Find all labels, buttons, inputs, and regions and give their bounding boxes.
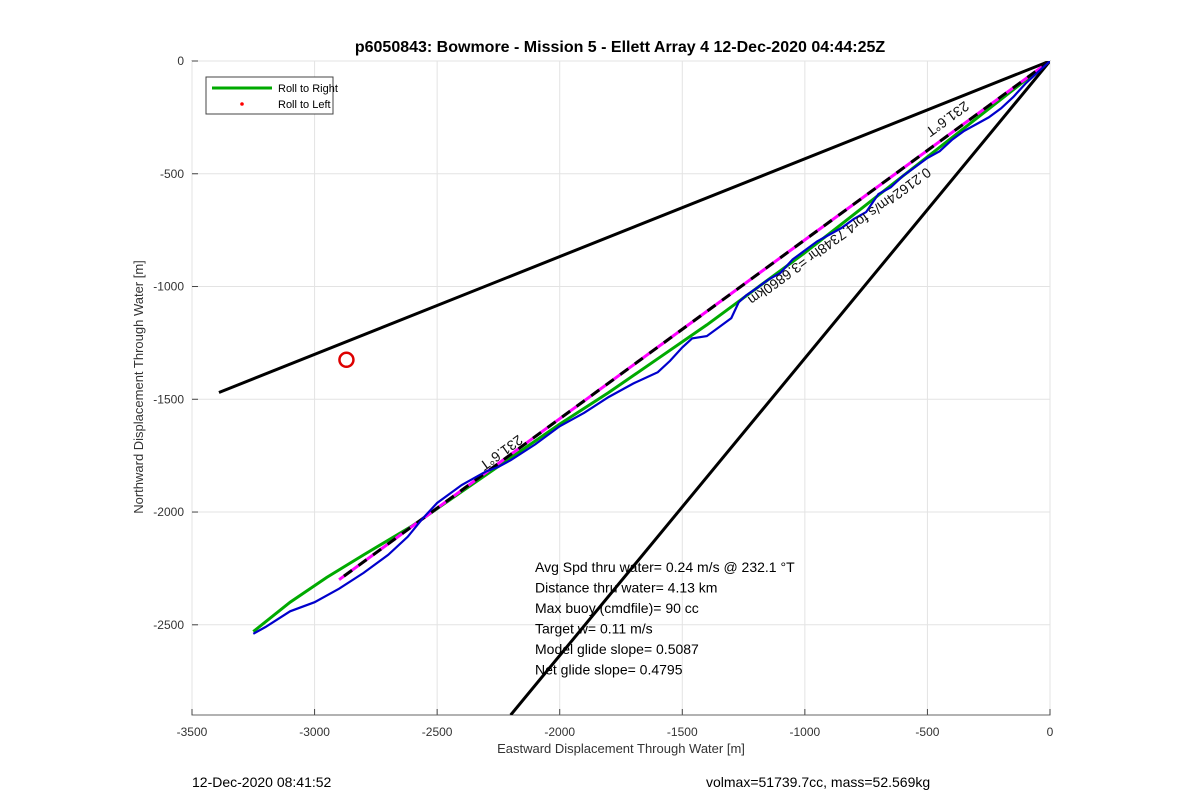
x-tick-label: -1000 [790,725,821,739]
y-tick-label: 0 [177,54,184,68]
cone-line [218,61,1050,394]
x-tick-label: 0 [1047,725,1054,739]
plot-clipped-group [218,61,1050,715]
legend-swatch-dot [240,102,244,106]
x-tick-label: -2500 [422,725,453,739]
x-tick-label: -3500 [177,725,208,739]
series-track-blue [252,61,1050,635]
y-tick-label: -1000 [153,280,184,294]
chart-title: p6050843: Bowmore - Mission 5 - Ellett A… [355,39,886,56]
stats-line: Avg Spd thru water= 0.24 m/s @ 232.1 °T [535,559,795,575]
stats-line: Target w= 0.11 m/s [535,621,653,637]
y-tick-label: -500 [160,167,184,181]
footer-timestamp: 12-Dec-2020 08:41:52 [192,774,332,790]
y-tick-label: -1500 [153,392,184,406]
x-tick-label: -1500 [667,725,698,739]
stats-line: Net glide slope= 0.4795 [535,662,683,678]
x-tick-label: -3000 [299,725,330,739]
plot-area [191,60,1051,716]
legend-box [205,76,334,115]
start-circle-marker [338,351,355,369]
stats-line: Max buoy (cmdfile)= 90 cc [535,600,699,616]
y-tick-label: -2500 [153,618,184,632]
footer-volmax-mass: volmax=51739.7cc, mass=52.569kg [706,774,931,790]
y-tick-label: -2000 [153,505,184,519]
x-tick-label: -500 [915,725,939,739]
legend-label: Roll to Left [278,99,331,111]
y-axis-label: Northward Displacement Through Water [m] [131,260,146,514]
x-ticks: -3500 -3000 -2500 -2000 -1500 -1000 -500 0 [177,709,1054,739]
y-ticks: 0 -500 -1000 -1500 -2000 -2500 [153,54,198,632]
x-tick-label: -2000 [544,725,575,739]
cone-line [509,61,1050,715]
model-track-dashed [338,61,1050,581]
stats-block: Avg Spd thru water= 0.24 m/s @ 232.1 °T D… [535,559,795,678]
legend: Roll to Right Roll to Left [205,76,338,115]
plot-content [218,61,1050,715]
legend-label: Roll to Right [278,83,338,95]
x-axis-label: Eastward Displacement Through Water [m] [497,741,745,756]
grid [191,60,1051,715]
stats-line: Distance thru water= 4.13 km [535,580,717,596]
stats-line: Model glide slope= 0.5087 [535,641,699,657]
